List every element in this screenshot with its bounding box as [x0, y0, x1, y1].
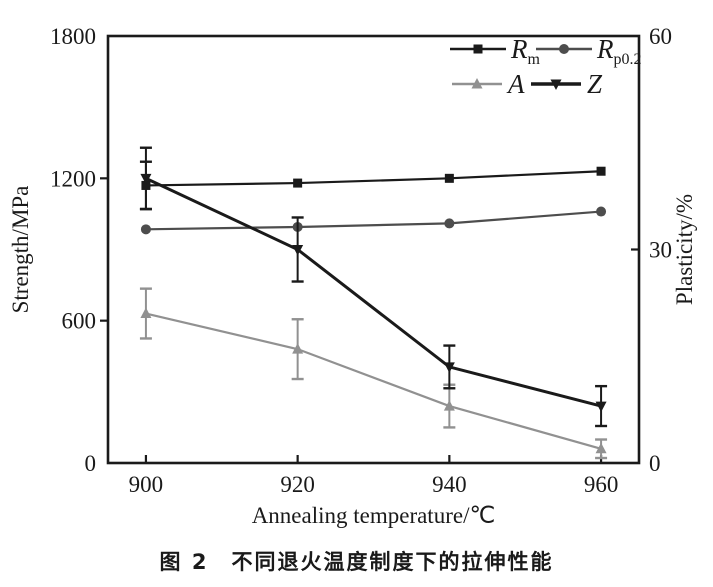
y-left-tick-label: 1800 — [50, 24, 96, 49]
y-right-tick-label: 0 — [649, 451, 661, 476]
y-right-tick-label: 30 — [649, 238, 672, 263]
x-axis-title: Annealing temperature/℃ — [252, 503, 496, 528]
legend-item-A: A — [452, 69, 525, 99]
y-axis-left-title: Strength/MPa — [8, 186, 33, 314]
legend-item-Rm: Rm — [450, 34, 541, 68]
series-Z — [139, 146, 608, 428]
x-tick-label: 920 — [280, 472, 315, 497]
series-Rm — [139, 160, 606, 211]
y-axis-right-title: Plasticity/% — [672, 194, 697, 305]
figure-caption: 图 2 不同退火温度制度下的拉伸性能 — [159, 550, 554, 574]
y-left-tick-label: 1200 — [50, 166, 96, 191]
x-tick-label: 960 — [584, 472, 619, 497]
y-left-tick-label: 0 — [85, 451, 97, 476]
legend-label-A: A — [506, 69, 525, 99]
legend: Rm Rp0.2 A Z — [450, 34, 642, 99]
legend-item-Rp0.2: Rp0.2 — [536, 34, 642, 68]
x-tick-label: 900 — [129, 472, 164, 497]
legend-item-Z: Z — [531, 69, 603, 99]
series-A — [139, 287, 608, 460]
axes: 0 600 1200 1800 0 30 60 900 920 940 960 Strength/MP… — [8, 24, 697, 528]
series-Rp0.2 — [140, 206, 607, 235]
legend-label-Rm: Rm — [510, 34, 541, 68]
legend-label-Rp0.2: Rp0.2 — [596, 34, 642, 68]
x-tick-label: 940 — [432, 472, 467, 497]
tensile-properties-chart: 0 600 1200 1800 0 30 60 900 920 940 960 Strength/MP… — [8, 24, 697, 528]
legend-label-Z: Z — [587, 69, 603, 99]
y-right-tick-label: 60 — [649, 24, 672, 49]
y-left-tick-label: 600 — [62, 309, 97, 334]
